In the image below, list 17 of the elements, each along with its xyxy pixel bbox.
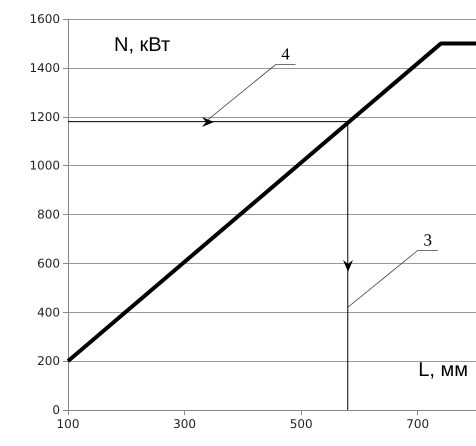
y-tick-label: 1200 — [29, 110, 60, 124]
x-tick-label: 100 — [56, 417, 80, 431]
annotation: 3 — [424, 230, 432, 250]
y-tick-label: 800 — [37, 208, 60, 222]
y-tick-label: 400 — [37, 305, 60, 320]
y-tick-label: 1400 — [29, 60, 60, 75]
y-tick-label: 600 — [37, 256, 60, 270]
x-tick-label: 700 — [406, 417, 430, 431]
y-tick-label: 1000 — [29, 158, 60, 173]
y-tick-label: 200 — [37, 354, 60, 368]
annotation: 4 — [281, 44, 290, 64]
x-tick-label: 500 — [290, 417, 313, 431]
y-tick-label: 1600 — [29, 12, 60, 26]
x-tick-label: 300 — [173, 417, 196, 431]
y-axis-title: N, кВт — [114, 34, 170, 56]
x-axis-title: L, мм — [418, 359, 468, 381]
y-tick-label: 0 — [52, 403, 60, 417]
